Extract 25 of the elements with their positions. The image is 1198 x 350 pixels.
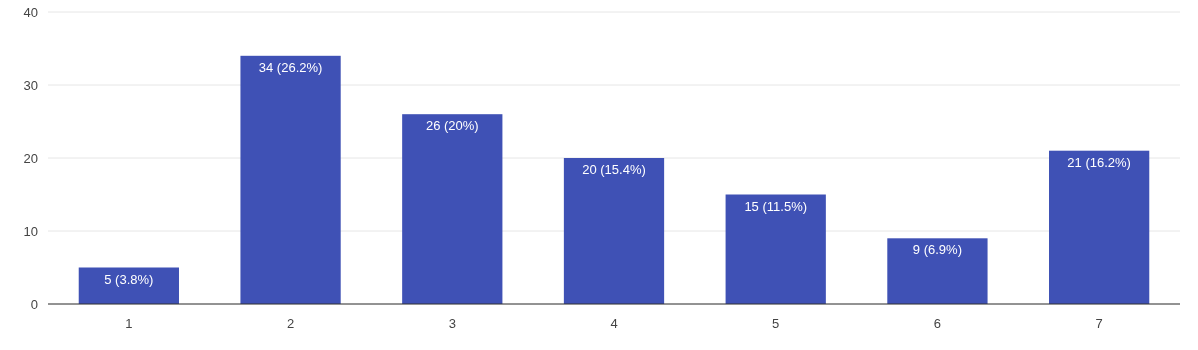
data-label: 21 (16.2%) <box>1067 154 1131 170</box>
y-tick-label: 10 <box>23 223 38 239</box>
y-tick-label: 40 <box>23 4 38 20</box>
y-tick-label: 30 <box>23 77 38 93</box>
bar <box>402 114 503 304</box>
data-label: 26 (20%) <box>425 118 479 134</box>
x-tick-label: 2 <box>286 316 295 331</box>
data-label: 20 (15.4%) <box>582 162 646 177</box>
x-tick-label: 7 <box>1095 316 1103 331</box>
data-label: 15 (11.5%) <box>744 198 808 214</box>
bar <box>725 194 826 304</box>
bar <box>887 238 988 304</box>
x-tick-label: 3 <box>448 316 456 331</box>
data-label: 9 (6.9%) <box>912 242 962 258</box>
x-tick-label: 5 <box>772 316 780 331</box>
data-label: 34 (26.2%) <box>258 59 323 75</box>
y-tick-label: 20 <box>23 150 38 166</box>
data-label: 5 (3.8%) <box>104 271 154 287</box>
x-tick-label: 1 <box>125 316 133 331</box>
y-tick-label: 0 <box>30 296 38 312</box>
bar <box>1049 150 1150 304</box>
bar <box>563 158 665 304</box>
x-tick-label: 6 <box>933 316 942 331</box>
x-tick-label: 4 <box>610 316 618 331</box>
bar <box>240 55 341 304</box>
